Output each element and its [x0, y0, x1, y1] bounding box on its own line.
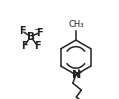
Text: F: F: [36, 28, 42, 38]
Text: B: B: [27, 32, 35, 42]
Text: F: F: [19, 26, 26, 36]
Text: F: F: [34, 40, 41, 51]
Text: F: F: [21, 40, 28, 51]
Text: −: −: [33, 25, 40, 34]
Text: N: N: [72, 70, 81, 80]
Text: CH₃: CH₃: [68, 20, 84, 29]
Text: +: +: [75, 68, 83, 77]
